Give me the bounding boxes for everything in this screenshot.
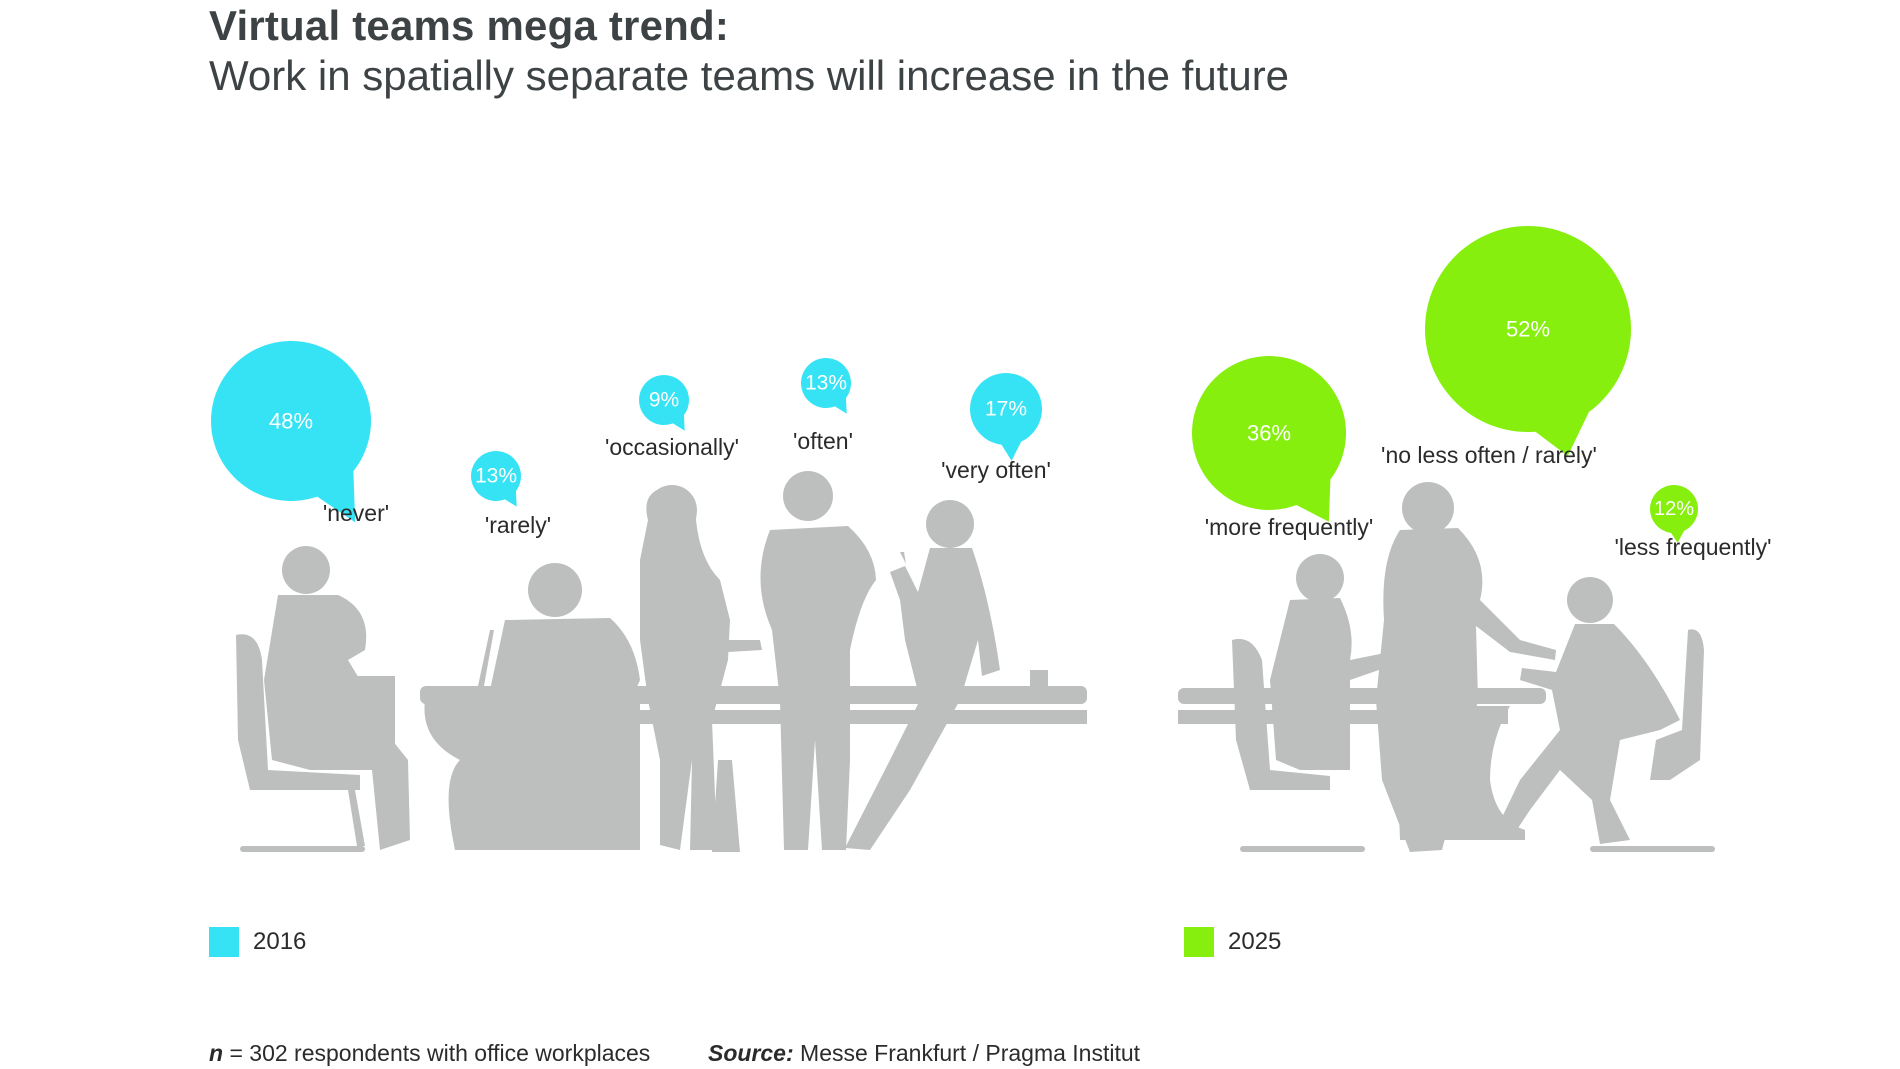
bubble-2025-1 [1425, 226, 1631, 456]
category-label-2016-0: 'never' [323, 500, 389, 526]
legend-2025: 2025 [1184, 927, 1281, 957]
category-label-2025-0: 'more frequently' [1205, 514, 1374, 540]
office-silhouettes-2016 [236, 471, 1087, 852]
category-label-2025-1: 'no less often / rarely' [1381, 442, 1597, 468]
source-text: Messe Frankfurt / Pragma Institut [793, 1040, 1141, 1066]
source-note: Source: Messe Frankfurt / Pragma Institu… [708, 1040, 1140, 1067]
legend-2016: 2016 [209, 927, 306, 957]
bubble-2016-2 [638, 375, 689, 431]
category-label-2016-1: 'rarely' [485, 512, 551, 538]
bubble-2016-3 [800, 358, 851, 414]
category-label-2016-3: 'often' [793, 428, 853, 454]
sample-size-note: n = 302 respondents with office workplac… [209, 1040, 650, 1067]
bubble-2025-2 [1649, 485, 1699, 543]
legend-label-2016: 2016 [253, 928, 307, 955]
category-label-2016-4: 'very often' [941, 457, 1051, 483]
bubble-value-2016-1: 13% [475, 465, 517, 488]
legend-swatch-2025 [1184, 927, 1214, 957]
bubble-series-2016: 48% 'never' 13% 'rarely' 9% 'occasionally' 13%… [210, 341, 1051, 538]
chart-subtitle: Work in spatially separate teams will in… [209, 52, 1290, 99]
office-silhouettes-2025 [1178, 482, 1715, 852]
n-symbol: n [209, 1040, 224, 1066]
bubble-2025-0 [1192, 355, 1346, 522]
sample-size-text: = 302 respondents with office workplaces [223, 1040, 651, 1066]
bubble-value-2025-1: 52% [1506, 317, 1550, 342]
bubble-value-2016-0: 48% [269, 409, 313, 434]
category-label-2016-2: 'occasionally' [605, 434, 739, 460]
bubble-value-2016-3: 13% [805, 372, 847, 395]
bubble-value-2016-2: 9% [649, 389, 679, 412]
bubble-2016-4 [969, 372, 1042, 461]
bubble-series-2025: 36% 'more frequently' 52% 'no less often / … [1192, 226, 1772, 560]
bubble-value-2016-4: 17% [985, 398, 1027, 421]
chart-title: Virtual teams mega trend: [209, 2, 730, 49]
legend-swatch-2016 [209, 927, 239, 957]
legend-label-2025: 2025 [1228, 928, 1282, 955]
bubble-value-2025-0: 36% [1247, 421, 1291, 446]
bubble-2016-0 [210, 341, 371, 523]
bubble-value-2025-2: 12% [1654, 498, 1694, 520]
source-label: Source: [708, 1040, 794, 1066]
category-label-2025-2: 'less frequently' [1614, 534, 1771, 560]
bubble-2016-1 [470, 451, 521, 507]
